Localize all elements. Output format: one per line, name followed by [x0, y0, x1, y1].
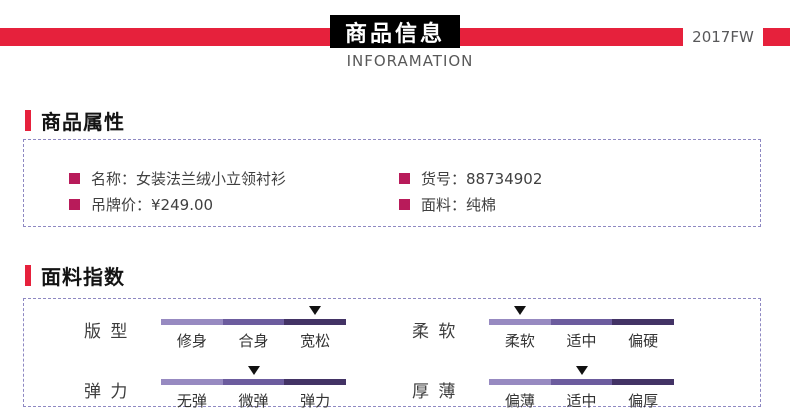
slider-track — [161, 379, 347, 385]
attribute-item-price: 吊牌价： ¥249.00 — [69, 195, 286, 214]
attributes-right-column: 货号： 88734902 面料： 纯棉 — [399, 169, 542, 221]
slider-segment — [161, 379, 223, 385]
attribute-value: 女装法兰绒小立领衬衫 — [136, 170, 287, 188]
level-label: 偏薄 — [504, 392, 535, 410]
attribute-label: 面料： — [421, 196, 467, 214]
section-title-fabric-index: 面料指数 — [41, 265, 125, 289]
bullet-icon — [69, 199, 80, 210]
attributes-left-column: 名称： 女装法兰绒小立领衬衫 吊牌价： ¥249.00 — [69, 169, 286, 221]
slider-segment — [550, 319, 613, 325]
section-title-attributes: 商品属性 — [41, 110, 125, 134]
attribute-label: 吊牌价： — [91, 196, 152, 214]
slider-row-thickness: 厚 薄 偏薄 适中 偏厚 — [412, 365, 675, 411]
section-heading-fabric-index: 面料指数 — [25, 261, 125, 290]
level-label: 弹力 — [300, 392, 331, 410]
slider-level-labels: 柔软 适中 偏硬 — [489, 330, 674, 351]
active-level-marker-icon — [309, 306, 322, 315]
slider-row-fit: 版 型 修身 合身 宽松 — [84, 305, 347, 351]
bullet-icon — [399, 173, 410, 184]
slider-segment — [550, 379, 613, 385]
level-label: 无弹 — [176, 392, 207, 410]
slider-segment — [489, 379, 551, 385]
slider-segment — [284, 319, 347, 325]
level-label: 修身 — [176, 332, 207, 350]
page-title-box: 商品信息 — [330, 15, 460, 48]
heading-accent-bar — [25, 265, 31, 286]
slider-segment — [612, 379, 675, 385]
attribute-label: 名称： — [91, 170, 137, 188]
attributes-panel: 名称： 女装法兰绒小立领衬衫 吊牌价： ¥249.00 货号： 88734902… — [23, 139, 761, 227]
slider-segment — [284, 379, 347, 385]
attribute-value: ¥249.00 — [151, 195, 214, 214]
attribute-label: 货号： — [421, 170, 467, 188]
slider-level-labels: 无弹 微弹 弹力 — [161, 390, 346, 411]
softness-slider: 柔软 适中 偏硬 — [489, 305, 675, 351]
level-label: 适中 — [566, 392, 597, 410]
slider-segment — [161, 319, 223, 325]
elasticity-slider: 无弹 微弹 弹力 — [161, 365, 347, 411]
slider-level-labels: 偏薄 适中 偏厚 — [489, 390, 674, 411]
bullet-icon — [69, 173, 80, 184]
level-label: 宽松 — [300, 332, 331, 350]
attribute-item-name: 名称： 女装法兰绒小立领衬衫 — [69, 169, 286, 188]
level-label: 柔软 — [504, 332, 535, 350]
attribute-item-sku: 货号： 88734902 — [399, 169, 542, 188]
slider-name: 厚 薄 — [412, 382, 458, 402]
slider-level-labels: 修身 合身 宽松 — [161, 330, 346, 351]
fabric-index-panel: 版 型 修身 合身 宽松 柔 软 — [23, 298, 761, 410]
slider-row-elasticity: 弹 力 无弹 微弹 弹力 — [84, 365, 347, 411]
season-label: 2017FW — [683, 27, 763, 47]
attribute-value: 纯棉 — [466, 196, 497, 214]
active-level-marker-icon — [575, 366, 588, 375]
page-subtitle: INFORAMATION — [346, 52, 474, 70]
slider-track — [489, 319, 675, 325]
page-title: 商品信息 — [344, 21, 445, 47]
bullet-icon — [399, 199, 410, 210]
active-level-marker-icon — [513, 306, 526, 315]
slider-row-softness: 柔 软 柔软 适中 偏硬 — [412, 305, 675, 351]
slider-name: 弹 力 — [84, 382, 130, 402]
level-label: 适中 — [566, 332, 597, 350]
slider-segment — [222, 379, 285, 385]
thickness-slider: 偏薄 适中 偏厚 — [489, 365, 675, 411]
slider-track — [489, 379, 675, 385]
level-label: 偏硬 — [628, 332, 659, 350]
slider-track — [161, 319, 347, 325]
section-heading-attributes: 商品属性 — [25, 106, 125, 135]
attribute-value: 88734902 — [466, 169, 543, 188]
attribute-item-fabric: 面料： 纯棉 — [399, 195, 542, 214]
heading-accent-bar — [25, 110, 31, 131]
slider-segment — [489, 319, 551, 325]
active-level-marker-icon — [247, 366, 260, 375]
level-label: 偏厚 — [628, 392, 659, 410]
level-label: 合身 — [238, 332, 269, 350]
slider-segment — [222, 319, 285, 325]
level-label: 微弹 — [238, 392, 269, 410]
slider-name: 柔 软 — [412, 322, 458, 342]
fit-slider: 修身 合身 宽松 — [161, 305, 347, 351]
slider-segment — [612, 319, 675, 325]
slider-name: 版 型 — [84, 322, 130, 342]
